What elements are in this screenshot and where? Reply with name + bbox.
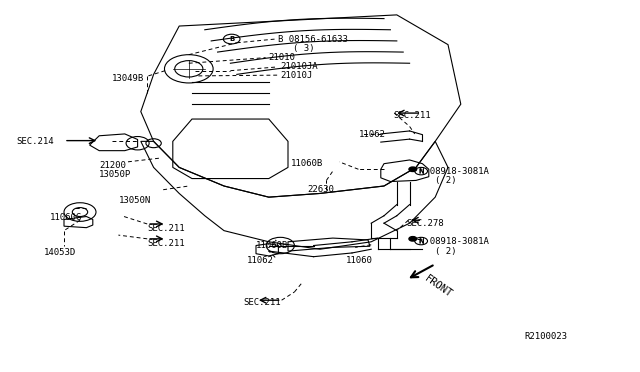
Text: 13050N: 13050N xyxy=(118,196,150,205)
Text: 11060G: 11060G xyxy=(50,213,82,222)
Text: 11062: 11062 xyxy=(246,256,273,265)
Text: N 08918-3081A: N 08918-3081A xyxy=(419,167,489,176)
Circle shape xyxy=(409,237,417,241)
Text: B 08156-61633: B 08156-61633 xyxy=(278,35,348,44)
Text: ( 2): ( 2) xyxy=(435,176,457,185)
Text: R2100023: R2100023 xyxy=(525,332,568,341)
Text: 22630: 22630 xyxy=(307,185,334,194)
Text: SEC.211: SEC.211 xyxy=(243,298,281,307)
Text: 21010JA: 21010JA xyxy=(280,62,318,71)
Text: N 08918-3081A: N 08918-3081A xyxy=(419,237,489,246)
Text: 11062: 11062 xyxy=(358,130,385,139)
Text: N: N xyxy=(419,169,424,174)
Text: SEC.211: SEC.211 xyxy=(394,111,431,120)
Text: 11060: 11060 xyxy=(346,256,372,265)
Text: ( 3): ( 3) xyxy=(293,44,315,53)
Text: SEC.211: SEC.211 xyxy=(147,224,185,233)
Text: 13050P: 13050P xyxy=(99,170,131,179)
Text: 14053D: 14053D xyxy=(44,248,76,257)
Text: 13049B: 13049B xyxy=(112,74,144,83)
Text: 11060B: 11060B xyxy=(291,159,323,168)
Circle shape xyxy=(409,167,417,171)
Text: SEC.211: SEC.211 xyxy=(147,239,185,248)
Text: SEC.278: SEC.278 xyxy=(406,219,444,228)
Text: N: N xyxy=(419,238,424,244)
Text: 21010: 21010 xyxy=(269,53,296,62)
Text: 11060B: 11060B xyxy=(256,241,288,250)
Text: SEC.214: SEC.214 xyxy=(16,137,54,146)
Text: B: B xyxy=(229,36,234,42)
Text: 21010J: 21010J xyxy=(280,71,312,80)
Text: 21200: 21200 xyxy=(99,161,126,170)
Text: FRONT: FRONT xyxy=(422,273,454,299)
Text: ( 2): ( 2) xyxy=(435,247,457,256)
